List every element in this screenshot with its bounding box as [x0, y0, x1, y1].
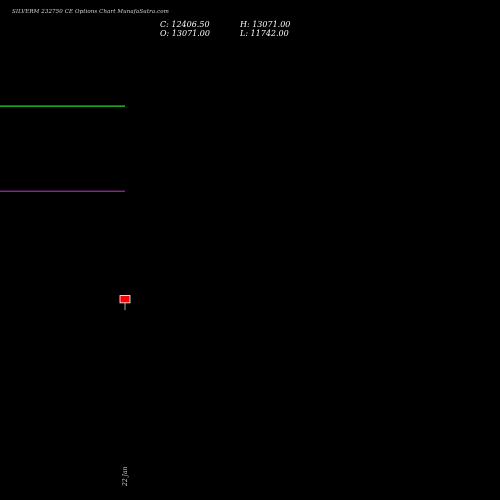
close-value: C: 12406.50 — [160, 20, 210, 29]
open-value: O: 13071.00 — [160, 29, 210, 38]
low-value: L: 11742.00 — [240, 29, 289, 38]
chart-title: SILVERM 232750 CE Options Chart MunafaSu… — [12, 9, 169, 15]
x-tick-label-1: 22 Jan — [122, 466, 129, 487]
candle-body-1 — [119, 295, 131, 304]
high-value: H: 13071.00 — [240, 20, 291, 29]
